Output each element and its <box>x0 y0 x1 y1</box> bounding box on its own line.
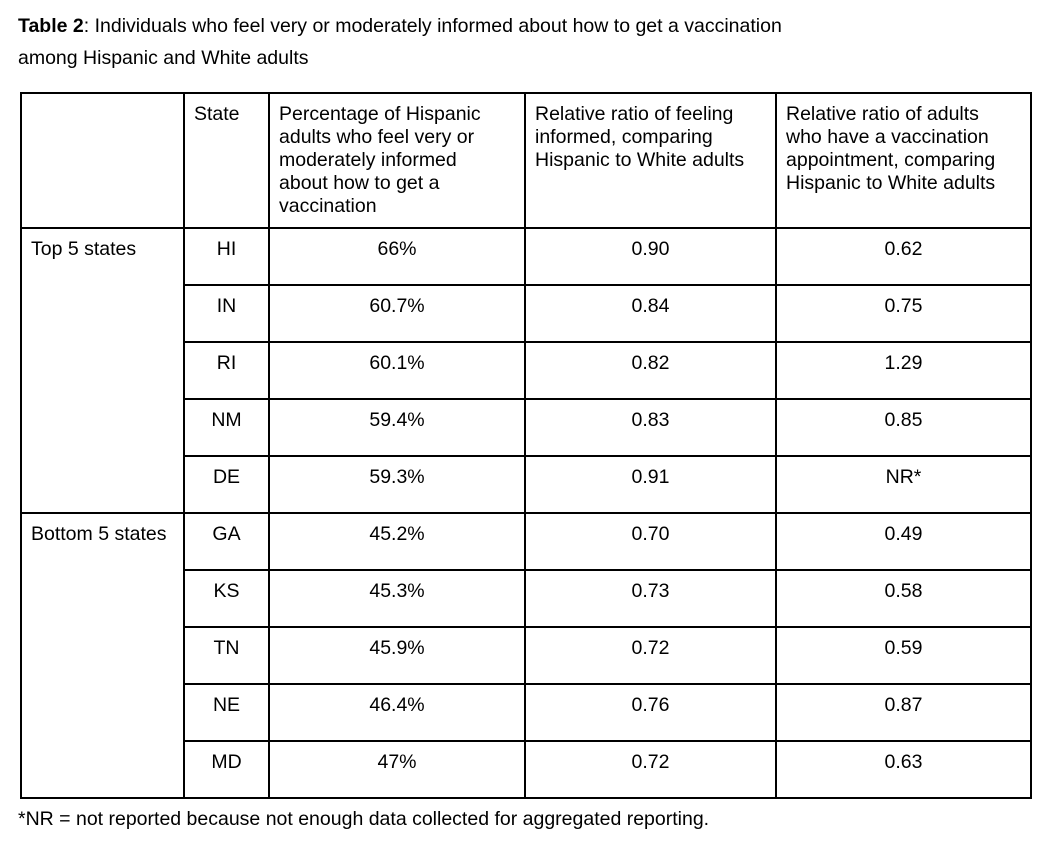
cell-pct: 66% <box>268 227 526 286</box>
table-row: MD 47% 0.72 0.63 <box>21 740 1032 799</box>
cell-ratio_informed: 0.70 <box>524 512 777 571</box>
group-label-cell: Top 5 states <box>20 227 185 514</box>
table-row: RI 60.1% 0.82 1.29 <box>21 341 1032 400</box>
data-table: State Percentage of Hispanic adults who … <box>20 92 1032 799</box>
header-ratio-informed: Relative ratio of feeling informed, comp… <box>524 92 777 229</box>
cell-ratio_appt: NR* <box>775 455 1032 514</box>
group-label-cell: Bottom 5 states <box>20 512 185 799</box>
cell-ratio_appt: 0.49 <box>775 512 1032 571</box>
cell-state: MD <box>183 740 270 799</box>
cell-ratio_informed: 0.73 <box>524 569 777 628</box>
header-corner-cell <box>20 92 185 229</box>
table-body: Top 5 states HI 66% 0.90 0.62 IN 60.7% 0.84 0.75… <box>20 227 1032 799</box>
table-row: NE 46.4% 0.76 0.87 <box>21 683 1032 742</box>
cell-ratio_informed: 0.90 <box>524 227 777 286</box>
cell-state: IN <box>183 284 270 343</box>
table-title-number: Table 2 <box>18 15 84 37</box>
cell-state: NE <box>183 683 270 742</box>
cell-pct: 45.3% <box>268 569 526 628</box>
table-row: Bottom 5 states GA 45.2% 0.70 0.49 <box>20 512 1032 799</box>
table-row: Top 5 states HI 66% 0.90 0.62 <box>20 227 1032 514</box>
cell-pct: 45.9% <box>268 626 526 685</box>
cell-ratio_informed: 0.91 <box>524 455 777 514</box>
cell-ratio_appt: 0.87 <box>775 683 1032 742</box>
header-ratio-appointment: Relative ratio of adults who have a vacc… <box>775 92 1032 229</box>
table-row: NM 59.4% 0.83 0.85 <box>21 398 1032 457</box>
footnote: *NR = not reported because not enough da… <box>18 808 710 830</box>
cell-ratio_appt: 1.29 <box>775 341 1032 400</box>
cell-pct: 46.4% <box>268 683 526 742</box>
header-state: State <box>183 92 270 229</box>
cell-pct: 59.3% <box>268 455 526 514</box>
table-row: DE 59.3% 0.91 NR* <box>21 455 1032 514</box>
cell-ratio_informed: 0.72 <box>524 626 777 685</box>
table-row: TN 45.9% 0.72 0.59 <box>21 626 1032 685</box>
cell-pct: 60.1% <box>268 341 526 400</box>
cell-ratio_informed: 0.83 <box>524 398 777 457</box>
cell-pct: 47% <box>268 740 526 799</box>
cell-state: NM <box>183 398 270 457</box>
cell-ratio_appt: 0.75 <box>775 284 1032 343</box>
cell-pct: 59.4% <box>268 398 526 457</box>
cell-pct: 45.2% <box>268 512 526 571</box>
cell-ratio_appt: 0.62 <box>775 227 1032 286</box>
header-row: State Percentage of Hispanic adults who … <box>20 92 1032 229</box>
cell-ratio_informed: 0.84 <box>524 284 777 343</box>
cell-state: DE <box>183 455 270 514</box>
cell-ratio_informed: 0.82 <box>524 341 777 400</box>
cell-state: HI <box>183 227 270 286</box>
cell-ratio_informed: 0.76 <box>524 683 777 742</box>
cell-pct: 60.7% <box>268 284 526 343</box>
cell-state: RI <box>183 341 270 400</box>
cell-ratio_informed: 0.72 <box>524 740 777 799</box>
cell-ratio_appt: 0.58 <box>775 569 1032 628</box>
cell-ratio_appt: 0.59 <box>775 626 1032 685</box>
table-row: IN 60.7% 0.84 0.75 <box>21 284 1032 343</box>
cell-ratio_appt: 0.85 <box>775 398 1032 457</box>
table-title: Table 2: Individuals who feel very or mo… <box>18 10 1046 74</box>
table-title-text: : Individuals who feel very or moderatel… <box>18 15 782 69</box>
table-row: KS 45.3% 0.73 0.58 <box>21 569 1032 628</box>
cell-state: TN <box>183 626 270 685</box>
cell-state: GA <box>183 512 270 571</box>
cell-state: KS <box>183 569 270 628</box>
cell-ratio_appt: 0.63 <box>775 740 1032 799</box>
header-percentage-informed: Percentage of Hispanic adults who feel v… <box>268 92 526 229</box>
